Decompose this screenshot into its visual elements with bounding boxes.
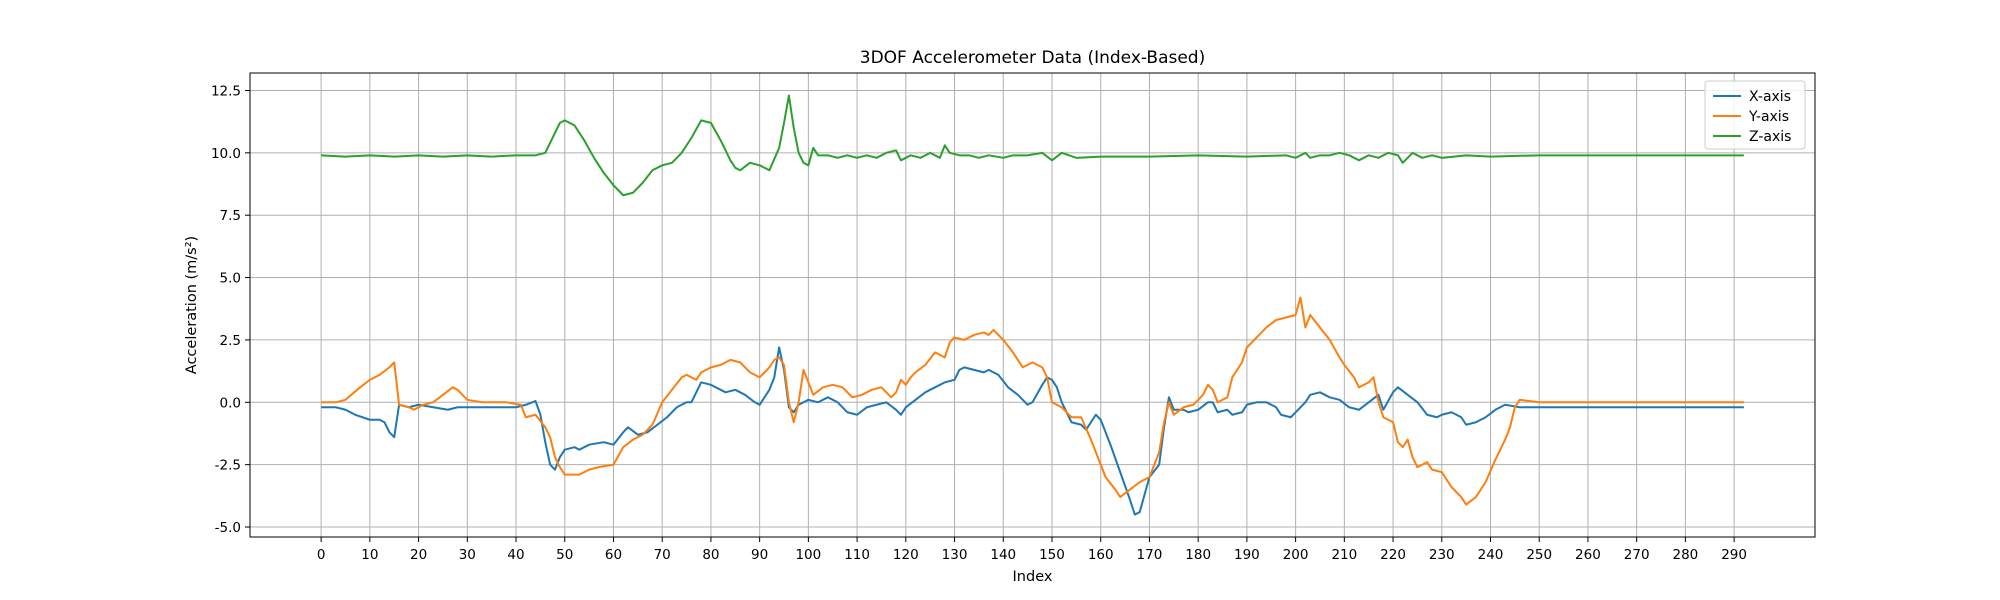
x-tick-label: 290 — [1721, 547, 1747, 563]
x-tick-label: 30 — [459, 547, 476, 563]
series-line-z-axis — [321, 94, 1744, 197]
x-tick-label: 250 — [1526, 547, 1552, 563]
x-tick-label: 120 — [893, 547, 919, 563]
y-tick-label: -5.0 — [215, 520, 241, 536]
grid — [250, 73, 1815, 537]
legend-label-z-axis: Z-axis — [1749, 129, 1791, 145]
legend-box — [1704, 80, 1806, 150]
series-lines — [321, 94, 1744, 516]
y-tick-label: 10.0 — [211, 146, 241, 162]
x-tick-label: 130 — [942, 547, 968, 563]
plot-frame — [249, 72, 1816, 538]
x-tick-label: 220 — [1380, 547, 1406, 563]
y-tick-label: -2.5 — [215, 458, 241, 474]
x-tick-label: 70 — [654, 547, 671, 563]
legend-label-y-axis: Y-axis — [1748, 109, 1789, 125]
x-tick-label: 40 — [507, 547, 524, 563]
x-tick-label: 230 — [1429, 547, 1455, 563]
x-tick-label: 190 — [1234, 547, 1260, 563]
series-line-x-axis — [321, 346, 1744, 516]
y-tick-label: 12.5 — [211, 83, 241, 99]
x-tick-label: 160 — [1088, 547, 1114, 563]
x-tick-label: 60 — [605, 547, 622, 563]
x-tick-label: 50 — [556, 547, 573, 563]
x-axis-ticks: 0 10 20 30 40 50 60 70 80 90 100 110 120 130 140 150 160… — [317, 537, 1747, 563]
y-tick-label: 7.5 — [220, 208, 241, 224]
y-tick-label: 2.5 — [220, 333, 241, 349]
legend-label-x-axis: X-axis — [1749, 89, 1791, 105]
x-tick-label: 200 — [1283, 547, 1309, 563]
x-tick-label: 270 — [1624, 547, 1650, 563]
x-tick-label: 280 — [1673, 547, 1699, 563]
series-line-y-axis — [321, 296, 1744, 506]
y-tick-label: 5.0 — [220, 271, 241, 287]
x-tick-label: 150 — [1039, 547, 1065, 563]
x-tick-label: 210 — [1331, 547, 1357, 563]
x-tick-label: 110 — [844, 547, 870, 563]
x-tick-label: 20 — [410, 547, 427, 563]
y-tick-label: 0.0 — [220, 395, 241, 411]
y-axis-label: Acceleration (m/s²) — [184, 236, 200, 374]
x-tick-label: 260 — [1575, 547, 1601, 563]
x-tick-label: 80 — [702, 547, 719, 563]
x-tick-label: 170 — [1137, 547, 1163, 563]
x-tick-label: 90 — [751, 547, 768, 563]
x-tick-label: 140 — [990, 547, 1016, 563]
y-axis-ticks: -5.0 -2.5 0.0 2.5 5.0 7.5 10.0 12.5 — [211, 83, 250, 536]
legend: X-axis Y-axis Z-axis — [1704, 80, 1806, 150]
x-tick-label: 100 — [795, 547, 821, 563]
x-tick-label: 10 — [361, 547, 378, 563]
chart-title: 3DOF Accelerometer Data (Index-Based) — [860, 48, 1205, 68]
x-tick-label: 240 — [1478, 547, 1504, 563]
x-tick-label: 180 — [1185, 547, 1211, 563]
x-tick-label: 0 — [317, 547, 326, 563]
x-axis-label: Index — [1013, 569, 1053, 585]
